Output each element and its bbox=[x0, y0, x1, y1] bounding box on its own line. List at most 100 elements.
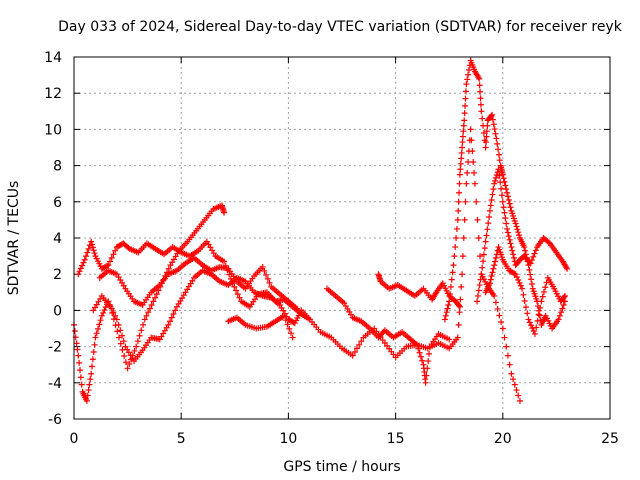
data-point bbox=[519, 285, 526, 292]
data-point bbox=[510, 251, 517, 258]
data-point bbox=[528, 276, 535, 283]
data-point bbox=[426, 350, 433, 357]
data-point bbox=[500, 175, 507, 182]
data-point bbox=[456, 302, 463, 309]
data-point bbox=[233, 287, 240, 294]
data-point bbox=[496, 312, 503, 319]
data-point bbox=[511, 381, 518, 388]
data-point bbox=[475, 235, 482, 241]
data-point bbox=[454, 334, 461, 341]
data-point bbox=[448, 276, 455, 283]
data-point bbox=[482, 144, 489, 151]
data-point bbox=[517, 282, 524, 289]
data-point bbox=[236, 294, 243, 301]
data-point bbox=[477, 253, 484, 260]
data-point bbox=[107, 258, 114, 265]
data-point bbox=[77, 367, 84, 374]
data-point bbox=[306, 316, 313, 323]
data-point bbox=[525, 316, 532, 323]
data-point bbox=[95, 325, 102, 332]
x-tick-label: 25 bbox=[601, 431, 619, 447]
series-track-e bbox=[225, 312, 296, 341]
data-point bbox=[419, 357, 426, 364]
data-point bbox=[93, 330, 100, 337]
data-point bbox=[456, 180, 463, 187]
data-point bbox=[454, 216, 461, 223]
data-point bbox=[165, 265, 172, 272]
data-point bbox=[492, 258, 499, 265]
data-point bbox=[477, 88, 484, 95]
data-point bbox=[458, 149, 465, 156]
data-point bbox=[487, 276, 494, 283]
series-track-d bbox=[96, 254, 300, 312]
data-point bbox=[89, 363, 96, 370]
data-point bbox=[456, 189, 463, 196]
data-point bbox=[488, 113, 495, 120]
x-axis-label: GPS time / hours bbox=[283, 459, 400, 475]
data-point bbox=[459, 144, 466, 151]
data-point bbox=[478, 108, 485, 115]
data-point bbox=[109, 309, 116, 316]
data-point bbox=[460, 122, 467, 129]
data-point bbox=[477, 276, 484, 283]
data-point bbox=[461, 216, 468, 223]
data-point bbox=[449, 269, 456, 276]
data-point bbox=[89, 244, 96, 251]
data-point bbox=[489, 111, 496, 118]
data-point bbox=[502, 182, 509, 189]
data-point bbox=[529, 325, 536, 332]
data-point bbox=[498, 318, 505, 325]
data-point bbox=[465, 158, 472, 165]
data-point bbox=[483, 128, 490, 135]
x-tick-label: 20 bbox=[494, 431, 512, 447]
data-point bbox=[510, 254, 517, 261]
data-point bbox=[117, 340, 124, 347]
data-point bbox=[110, 316, 117, 323]
data-point bbox=[234, 291, 241, 298]
data-point bbox=[536, 312, 543, 319]
data-point bbox=[494, 169, 501, 176]
data-point bbox=[503, 186, 510, 193]
data-point bbox=[121, 353, 128, 360]
data-point bbox=[532, 247, 539, 254]
data-point bbox=[527, 260, 534, 267]
data-point bbox=[263, 271, 270, 278]
data-point bbox=[462, 88, 469, 95]
data-point bbox=[88, 238, 95, 245]
data-point bbox=[117, 327, 124, 334]
data-point bbox=[92, 334, 99, 341]
data-point bbox=[492, 254, 499, 261]
data-point bbox=[75, 352, 82, 359]
data-point bbox=[125, 244, 132, 251]
data-point bbox=[514, 226, 521, 233]
data-point bbox=[91, 250, 98, 257]
data-point bbox=[88, 370, 95, 377]
data-point bbox=[77, 374, 84, 381]
y-tick-label: 6 bbox=[53, 195, 62, 211]
data-point bbox=[122, 359, 129, 366]
data-point bbox=[486, 280, 493, 287]
data-point bbox=[424, 365, 431, 372]
data-point bbox=[476, 75, 483, 82]
data-point bbox=[134, 338, 141, 345]
data-point bbox=[479, 115, 486, 122]
data-point bbox=[488, 273, 495, 280]
data-point bbox=[528, 257, 535, 264]
data-point bbox=[462, 95, 469, 102]
data-point bbox=[281, 312, 288, 319]
series-track-j bbox=[482, 244, 568, 337]
data-point bbox=[492, 130, 499, 137]
data-point bbox=[513, 387, 520, 394]
data-point bbox=[152, 294, 159, 301]
data-point bbox=[287, 330, 294, 337]
data-point bbox=[146, 305, 153, 312]
data-point bbox=[441, 316, 448, 323]
data-point bbox=[422, 379, 429, 386]
data-point bbox=[511, 270, 518, 277]
data-point bbox=[450, 262, 457, 269]
data-point bbox=[114, 328, 121, 335]
data-point bbox=[499, 198, 506, 205]
data-point bbox=[473, 198, 480, 205]
data-point bbox=[515, 392, 522, 399]
data-point bbox=[289, 334, 296, 341]
